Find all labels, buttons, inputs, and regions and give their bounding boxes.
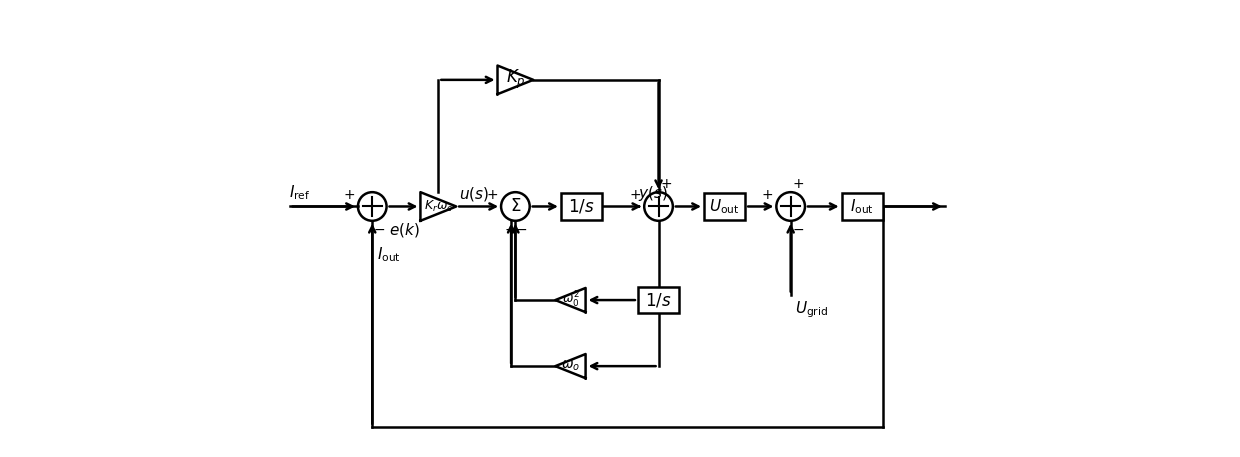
Bar — [842, 193, 883, 220]
Text: $1/s$: $1/s$ — [645, 291, 672, 309]
Text: $-$: $-$ — [503, 222, 516, 236]
Text: $U_{\rm out}$: $U_{\rm out}$ — [709, 197, 740, 216]
Text: $U_{\rm grid}$: $U_{\rm grid}$ — [795, 299, 828, 319]
Text: $+$: $+$ — [630, 188, 641, 202]
Text: $+$: $+$ — [761, 188, 774, 202]
Text: $K_r\omega_c$: $K_r\omega_c$ — [424, 199, 453, 214]
Polygon shape — [420, 192, 456, 221]
Polygon shape — [556, 288, 585, 312]
Bar — [704, 193, 745, 220]
Text: $+$: $+$ — [660, 177, 672, 191]
Polygon shape — [556, 354, 585, 378]
Text: $I_{\rm out}$: $I_{\rm out}$ — [377, 245, 401, 264]
Text: $K_p$: $K_p$ — [506, 68, 526, 91]
Polygon shape — [497, 65, 533, 94]
Text: $\omega_o$: $\omega_o$ — [560, 359, 580, 373]
Text: $+$: $+$ — [486, 188, 498, 202]
Text: $+$: $+$ — [792, 177, 804, 191]
Text: $e(k)$: $e(k)$ — [389, 221, 420, 239]
Circle shape — [501, 192, 529, 221]
Text: $y(s)$: $y(s)$ — [637, 184, 668, 203]
Text: $-$: $-$ — [515, 222, 527, 236]
Text: $+$: $+$ — [343, 188, 355, 202]
Text: $u(s)$: $u(s)$ — [459, 185, 489, 203]
Text: $I_{\rm ref}$: $I_{\rm ref}$ — [289, 183, 310, 202]
Text: $-$: $-$ — [373, 222, 386, 236]
Bar — [637, 287, 680, 314]
Bar — [560, 193, 603, 220]
Text: $\omega_0^2$: $\omega_0^2$ — [562, 290, 579, 310]
Text: $I_{\rm out}$: $I_{\rm out}$ — [851, 197, 874, 216]
Text: $1/s$: $1/s$ — [568, 197, 595, 216]
Text: $-$: $-$ — [792, 222, 804, 236]
Text: $\Sigma$: $\Sigma$ — [510, 197, 521, 216]
